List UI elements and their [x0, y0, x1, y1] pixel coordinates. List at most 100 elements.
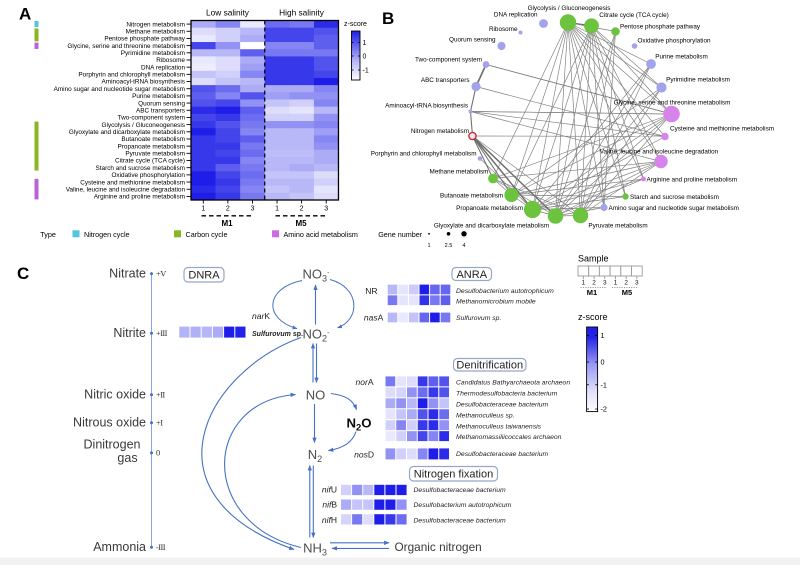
svg-text:1: 1: [201, 206, 205, 213]
svg-text:Low salinity: Low salinity: [206, 8, 250, 18]
svg-text:Amino acid metabolism: Amino acid metabolism: [284, 230, 358, 239]
svg-text:3: 3: [324, 206, 328, 213]
svg-text:Arginine and proline metabolis: Arginine and proline metabolism: [94, 194, 185, 201]
svg-text:Methanoculleus sp.: Methanoculleus sp.: [456, 412, 515, 419]
svg-text:2.5: 2.5: [445, 243, 453, 249]
svg-text:Dinitrogen: Dinitrogen: [84, 437, 141, 451]
svg-text:Nitrogen metabolism: Nitrogen metabolism: [411, 128, 469, 135]
svg-text:z-score: z-score: [578, 312, 608, 322]
svg-text:gas: gas: [117, 451, 137, 465]
svg-text:0: 0: [601, 358, 605, 367]
svg-text:ABC transporters: ABC transporters: [421, 77, 470, 84]
svg-text:z-score: z-score: [344, 21, 367, 28]
svg-text:Glycine, serine and threonine: Glycine, serine and threonine metabolism: [614, 100, 731, 107]
svg-text:1: 1: [601, 331, 605, 340]
svg-text:Two-component system: Two-component system: [415, 57, 482, 64]
svg-text:+V: +V: [156, 269, 167, 279]
svg-text:Nitrogen cycle: Nitrogen cycle: [84, 230, 130, 239]
svg-text:Gene number: Gene number: [378, 230, 423, 239]
svg-text:Nitric oxide: Nitric oxide: [84, 387, 146, 401]
svg-text:Propanoate metabolism: Propanoate metabolism: [456, 205, 523, 212]
svg-text:NO3-: NO3-: [303, 267, 331, 284]
svg-text:Desulfobacterium autotrophicum: Desulfobacterium autotrophicum: [414, 502, 512, 509]
svg-text:Sample: Sample: [578, 254, 609, 264]
svg-text:Type: Type: [40, 230, 56, 239]
svg-text:DNRA: DNRA: [188, 270, 220, 282]
svg-text:-2: -2: [601, 405, 608, 414]
svg-text:N2: N2: [308, 447, 322, 464]
svg-text:Starch and sucrose metabolism: Starch and sucrose metabolism: [95, 165, 185, 172]
svg-text:nifB: nifB: [322, 499, 337, 509]
svg-text:Butanoate metabolism: Butanoate metabolism: [440, 193, 503, 200]
svg-text:Valine, leucine and isoleucine: Valine, leucine and isoleucine degradati…: [66, 186, 186, 193]
svg-text:Pyrimidine metabolism: Pyrimidine metabolism: [666, 77, 730, 84]
svg-text:Pyruvate metabolism: Pyruvate metabolism: [125, 151, 185, 158]
svg-text:Citrate cycle (TCA cycle): Citrate cycle (TCA cycle): [599, 12, 668, 19]
svg-text:DNA replication: DNA replication: [141, 64, 185, 71]
svg-text:+II: +II: [156, 390, 165, 400]
svg-text:Pyruvate metabolism: Pyruvate metabolism: [588, 222, 647, 229]
svg-text:Cysteine and methionine metabo: Cysteine and methionine metabolism: [80, 179, 185, 186]
svg-text:0: 0: [156, 448, 160, 458]
svg-text:Quorum sensing: Quorum sensing: [449, 36, 496, 43]
svg-text:Candidatus Bathyarchaeota arch: Candidatus Bathyarchaeota archaeon: [456, 380, 570, 387]
svg-text:Porphyrin and chlorophyll meta: Porphyrin and chlorophyll metabolism: [371, 151, 477, 158]
svg-text:Citrate cycle (TCA cycle): Citrate cycle (TCA cycle): [115, 158, 185, 165]
svg-text:Ribosome: Ribosome: [156, 57, 185, 64]
svg-text:1: 1: [582, 280, 586, 287]
svg-text:0: 0: [363, 54, 367, 61]
svg-text:Desulfobacteraceae bacterium: Desulfobacteraceae bacterium: [414, 517, 507, 524]
svg-text:3: 3: [250, 206, 254, 213]
svg-text:Methanomassiliicoccales archae: Methanomassiliicoccales archaeon: [456, 434, 562, 441]
svg-text:Thermodesulfobacteria bacteriu: Thermodesulfobacteria bacterium: [456, 390, 558, 397]
svg-text:Aminoacyl-tRNA biosynthesis: Aminoacyl-tRNA biosynthesis: [385, 103, 468, 110]
svg-text:Nitrite: Nitrite: [113, 326, 146, 340]
svg-text:Quorum sensing: Quorum sensing: [138, 100, 185, 107]
svg-text:1: 1: [275, 206, 279, 213]
svg-text:Desulfobacteraceae bacterium: Desulfobacteraceae bacterium: [414, 487, 507, 494]
svg-text:Arginine and proline metabolis: Arginine and proline metabolism: [647, 177, 738, 184]
svg-text:3: 3: [603, 280, 607, 287]
svg-text:nasA: nasA: [364, 312, 384, 322]
svg-text:2: 2: [300, 206, 304, 213]
svg-text:Ribosome: Ribosome: [489, 26, 518, 33]
svg-text:Oxidative phosphorylation: Oxidative phosphorylation: [111, 172, 185, 179]
svg-text:Starch and sucrose metabolism: Starch and sucrose metabolism: [630, 194, 719, 201]
svg-text:Methane metabolism: Methane metabolism: [126, 28, 185, 35]
svg-text:Nitrate: Nitrate: [109, 267, 146, 281]
svg-text:Methane metabolism: Methane metabolism: [430, 168, 489, 175]
svg-text:1: 1: [427, 243, 430, 249]
svg-text:A: A: [19, 5, 31, 24]
svg-text:Porphyrin and chlorophyll meta: Porphyrin and chlorophyll metabolism: [78, 72, 185, 79]
svg-text:Pentose phosphate pathway: Pentose phosphate pathway: [104, 36, 185, 43]
svg-text:NR: NR: [365, 286, 377, 296]
svg-text:-1: -1: [601, 380, 608, 389]
svg-text:nosD: nosD: [354, 449, 374, 459]
svg-text:M5: M5: [622, 288, 632, 297]
svg-text:-III: -III: [156, 542, 166, 552]
svg-text:Propanoate metabolism: Propanoate metabolism: [118, 143, 186, 150]
svg-text:Glycolysis / Gluconeogenesis: Glycolysis / Gluconeogenesis: [528, 5, 611, 12]
svg-text:Pyrimidine metabolism: Pyrimidine metabolism: [121, 50, 185, 57]
svg-text:Desulfobacterium autotrophicum: Desulfobacterium autotrophicum: [456, 288, 554, 295]
svg-text:M5: M5: [295, 219, 307, 228]
svg-text:Glycine, serine and threonine: Glycine, serine and threonine metabolism: [67, 43, 185, 50]
svg-text:1: 1: [363, 40, 367, 47]
svg-text:ANRA: ANRA: [456, 269, 487, 281]
svg-text:nifU: nifU: [322, 485, 337, 495]
svg-text:Purine metabolism: Purine metabolism: [655, 54, 708, 61]
svg-text:norA: norA: [356, 377, 374, 387]
svg-text:Butanoate metabolism: Butanoate metabolism: [121, 136, 185, 143]
svg-text:Oxidative phosphorylation: Oxidative phosphorylation: [638, 38, 711, 45]
svg-text:4: 4: [462, 243, 465, 249]
svg-text:M1: M1: [221, 219, 233, 228]
svg-text:Two-component system: Two-component system: [118, 115, 185, 122]
svg-text:Methanomicrobium mobile: Methanomicrobium mobile: [456, 299, 536, 306]
svg-text:2: 2: [624, 280, 628, 287]
svg-text:Glycolysis / Gluconeogenesis: Glycolysis / Gluconeogenesis: [102, 122, 185, 129]
svg-text:Organic nitrogen: Organic nitrogen: [395, 540, 482, 554]
svg-text:Cysteine and methionine metabo: Cysteine and methionine metabolism: [670, 125, 774, 132]
svg-text:Pentose phosphate pathway: Pentose phosphate pathway: [620, 24, 701, 31]
svg-text:Aminoacyl-tRNA biosynthesis: Aminoacyl-tRNA biosynthesis: [102, 79, 185, 86]
svg-text:M1: M1: [587, 288, 597, 297]
